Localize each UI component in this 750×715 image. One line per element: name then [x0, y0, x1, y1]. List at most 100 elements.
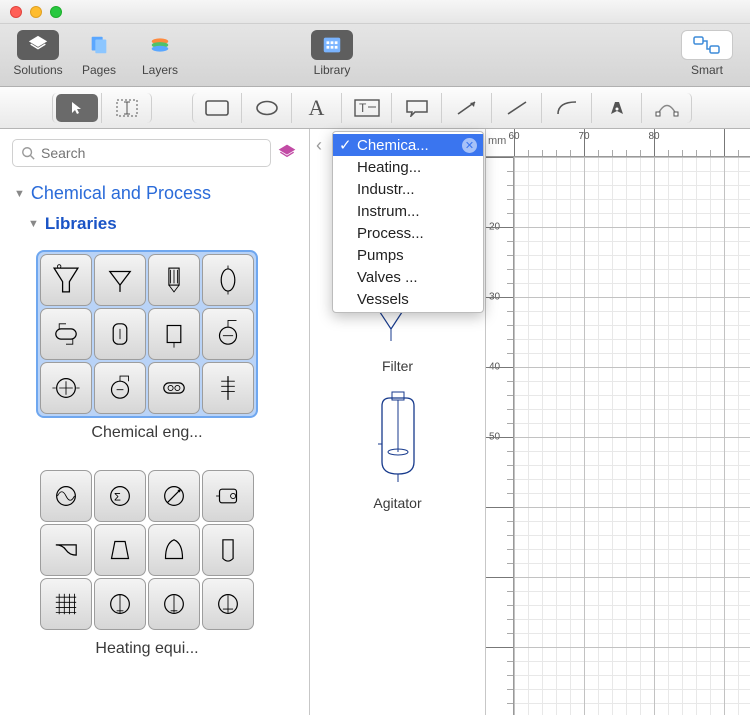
layers-icon [149, 34, 171, 56]
pen-tool[interactable] [592, 93, 642, 123]
library-cell: Σ [94, 470, 146, 522]
pages-icon [88, 34, 110, 56]
minimize-window-button[interactable] [30, 6, 42, 18]
svg-text:T: T [359, 101, 367, 115]
shapes-toolbar: A T [0, 87, 750, 129]
library-cell [148, 254, 200, 306]
library-cell [40, 362, 92, 414]
arrow-icon [455, 99, 479, 117]
pointer-icon [69, 100, 85, 116]
library-cell [148, 578, 200, 630]
layers-button[interactable]: Layers [130, 30, 190, 86]
dropdown-item-label: Chemica... [357, 137, 429, 154]
rect-tool[interactable] [192, 93, 242, 123]
library-cell [148, 308, 200, 360]
ellipse-tool[interactable] [242, 93, 292, 123]
dropdown-item-label: Pumps [357, 247, 404, 264]
zoom-window-button[interactable] [50, 6, 62, 18]
callout-tool[interactable] [392, 93, 442, 123]
curve-icon [555, 99, 579, 117]
smart-icon [692, 35, 722, 55]
textframe-icon: T [354, 99, 380, 117]
window-titlebar [0, 0, 750, 24]
layers-label: Layers [142, 63, 178, 77]
disclosure-triangle-icon: ▼ [28, 218, 39, 230]
ruler-unit-label: mm [488, 135, 506, 147]
dropdown-item-chemica[interactable]: ✓ Chemica... ✕ [333, 134, 483, 156]
text-tool[interactable]: A [292, 93, 342, 123]
dropdown-item-instrum[interactable]: Instrum... [333, 200, 483, 222]
subsection-libraries[interactable]: ▼ Libraries [0, 208, 309, 244]
ruler-tick-label: 80 [648, 131, 659, 142]
library-cell [94, 578, 146, 630]
solutions-mini-icon[interactable] [277, 143, 297, 163]
section-title: Chemical and Process [31, 183, 211, 204]
library-dropdown[interactable]: ✓ Chemica... ✕ Heating... Industr... Ins… [332, 131, 484, 313]
library-grid [38, 252, 256, 416]
library-caption: Heating equi... [38, 640, 256, 658]
text-cursor-icon [116, 99, 138, 117]
text-a-icon: A [309, 95, 325, 121]
dropdown-item-heating[interactable]: Heating... [333, 156, 483, 178]
search-icon [21, 146, 35, 160]
library-cell [40, 578, 92, 630]
library-cell [202, 254, 254, 306]
dropdown-item-pumps[interactable]: Pumps [333, 244, 483, 266]
shape-agitator[interactable]: Agitator [328, 390, 468, 511]
text-cursor-tool[interactable] [102, 93, 152, 123]
library-cell [94, 362, 146, 414]
sidebar: ▼ Chemical and Process ▼ Libraries [0, 129, 310, 715]
library-cell [202, 524, 254, 576]
shapes-panel: ‹ ✓ Chemica... ✕ Heating... Industr... I… [310, 129, 486, 715]
search-field[interactable] [12, 139, 271, 167]
pages-label: Pages [82, 63, 116, 77]
check-icon: ✓ [339, 136, 352, 154]
agitator-shape-icon [358, 390, 438, 485]
dropdown-item-label: Instrum... [357, 203, 420, 220]
library-cell [202, 308, 254, 360]
library-cell [40, 308, 92, 360]
library-cell [202, 362, 254, 414]
library-cell [148, 362, 200, 414]
library-button[interactable]: Library [302, 30, 362, 86]
pages-button[interactable]: Pages [69, 30, 129, 86]
dropdown-item-label: Vessels [357, 291, 409, 308]
section-chemical-and-process[interactable]: ▼ Chemical and Process [0, 173, 309, 208]
library-cell [202, 470, 254, 522]
library-label: Library [314, 63, 351, 77]
dropdown-item-valves[interactable]: Valves ... [333, 266, 483, 288]
rect-icon [205, 100, 229, 116]
dropdown-item-industr[interactable]: Industr... [333, 178, 483, 200]
library-cell [40, 524, 92, 576]
arrow-tool[interactable] [442, 93, 492, 123]
subsection-title: Libraries [45, 214, 117, 234]
library-grid: Σ [38, 468, 256, 632]
curve-tool[interactable] [542, 93, 592, 123]
library-cell [40, 254, 92, 306]
ruler-tick-label: 70 [578, 131, 589, 142]
drawing-canvas[interactable] [514, 157, 750, 715]
textframe-tool[interactable]: T [342, 93, 392, 123]
anchor-tool[interactable] [642, 93, 692, 123]
library-cell [94, 308, 146, 360]
library-cell [148, 524, 200, 576]
search-input[interactable] [41, 145, 262, 161]
close-window-button[interactable] [10, 6, 22, 18]
pointer-tool[interactable] [52, 93, 102, 123]
smart-label: Smart [691, 63, 723, 77]
back-chevron-icon[interactable]: ‹ [316, 135, 322, 156]
library-card-heating-equi[interactable]: Σ Heating equi... [38, 468, 256, 658]
smart-button[interactable]: Smart [672, 30, 742, 86]
solutions-button[interactable]: Solutions [8, 30, 68, 86]
anchor-icon [655, 99, 679, 117]
ruler-horizontal: mm 607080 [486, 129, 750, 157]
library-cell [94, 254, 146, 306]
library-cell [40, 470, 92, 522]
library-card-chemical-eng[interactable]: Chemical eng... [38, 252, 256, 442]
shape-label: Agitator [373, 495, 421, 511]
dropdown-item-process[interactable]: Process... [333, 222, 483, 244]
dropdown-item-vessels[interactable]: Vessels [333, 288, 483, 310]
line-tool[interactable] [492, 93, 542, 123]
close-icon[interactable]: ✕ [462, 138, 477, 153]
library-cell [148, 470, 200, 522]
